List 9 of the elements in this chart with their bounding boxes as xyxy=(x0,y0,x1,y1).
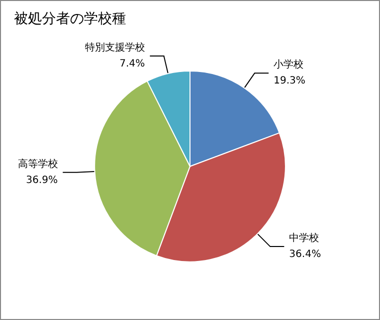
data-label: 36.4% xyxy=(289,249,321,260)
data-label: 7.4% xyxy=(119,58,145,70)
chart-title: 被処分者の学校種 xyxy=(14,11,126,27)
slice-label: 特別支援学校 xyxy=(84,42,145,54)
slice-label: 小学校 xyxy=(274,58,304,71)
data-label: 19.3% xyxy=(274,76,306,87)
slice-label: 高等学校 xyxy=(18,158,58,170)
data-label: 36.9% xyxy=(26,174,58,186)
slice-label: 中学校 xyxy=(289,232,320,244)
